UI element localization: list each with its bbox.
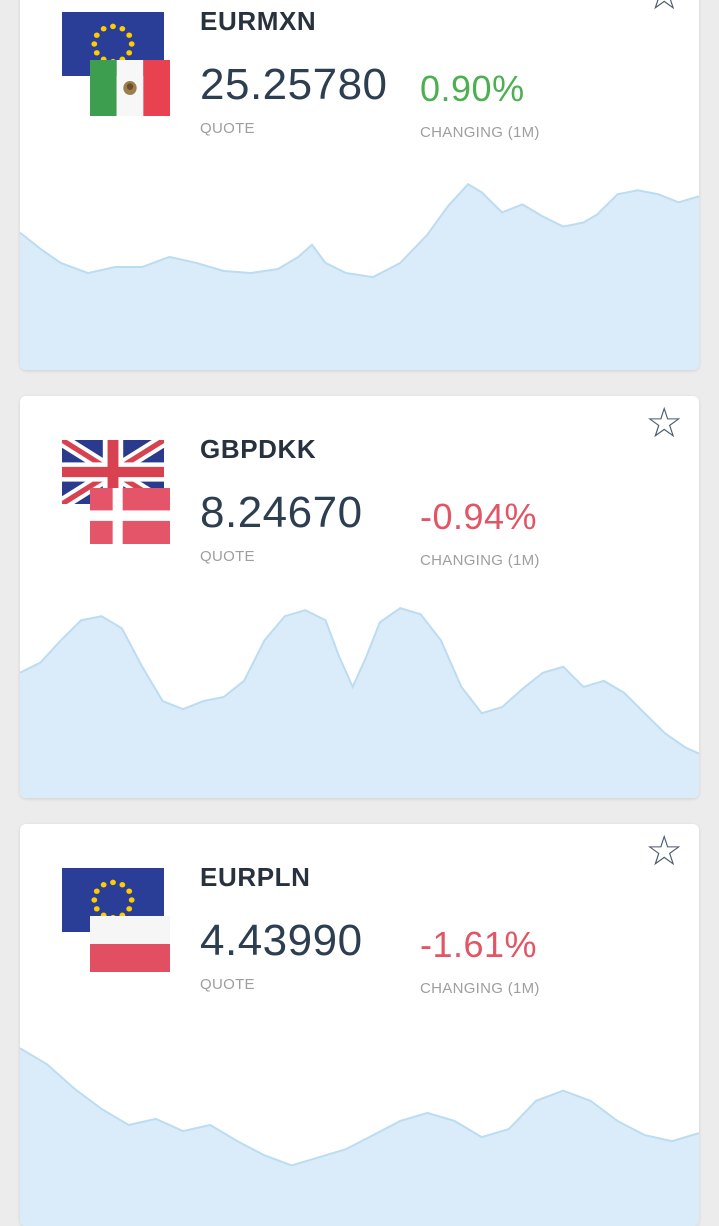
quote-value: 8.24670 bbox=[200, 488, 363, 537]
change-label: CHANGING (1M) bbox=[420, 552, 540, 569]
sparkline-chart bbox=[20, 1024, 699, 1226]
mx-flag-icon bbox=[90, 60, 170, 116]
favorite-star-icon[interactable]: ☆ bbox=[645, 398, 683, 447]
sparkline-chart bbox=[20, 596, 699, 798]
quote-label: QUOTE bbox=[200, 120, 255, 137]
flag-pair bbox=[62, 12, 186, 126]
flag-pair bbox=[62, 868, 186, 982]
flag-pair bbox=[62, 440, 186, 554]
change-label: CHANGING (1M) bbox=[420, 980, 540, 997]
favorite-star-icon[interactable]: ☆ bbox=[645, 826, 683, 875]
change-label: CHANGING (1M) bbox=[420, 124, 540, 141]
sparkline-chart bbox=[20, 168, 699, 370]
change-value: -1.61% bbox=[420, 924, 538, 965]
pair-symbol: GBPDKK bbox=[200, 434, 317, 464]
pair-card-eurpln[interactable]: ☆ EURPLN 4.43990 QUOTE -1.61% CHANGING (… bbox=[20, 824, 699, 1226]
pair-symbol: EURPLN bbox=[200, 862, 311, 892]
change-value: -0.94% bbox=[420, 496, 538, 537]
pair-card-eurmxn[interactable]: ☆ EURMXN 25.25780 QUOTE 0.90% CHANGING (… bbox=[20, 0, 699, 370]
favorite-star-icon[interactable]: ☆ bbox=[643, 0, 685, 18]
quote-value: 4.43990 bbox=[200, 916, 363, 965]
quote-value: 25.25780 bbox=[200, 60, 388, 109]
pl-flag-icon bbox=[90, 916, 170, 972]
pair-card-gbpdkk[interactable]: ☆ GBPDKK 8.24670 QUOTE -0.94% CHANGING (… bbox=[20, 396, 699, 798]
pair-symbol: EURMXN bbox=[200, 6, 317, 36]
quote-label: QUOTE bbox=[200, 548, 255, 565]
dk-flag-icon bbox=[90, 488, 170, 544]
change-value: 0.90% bbox=[420, 68, 525, 109]
quote-label: QUOTE bbox=[200, 976, 255, 993]
